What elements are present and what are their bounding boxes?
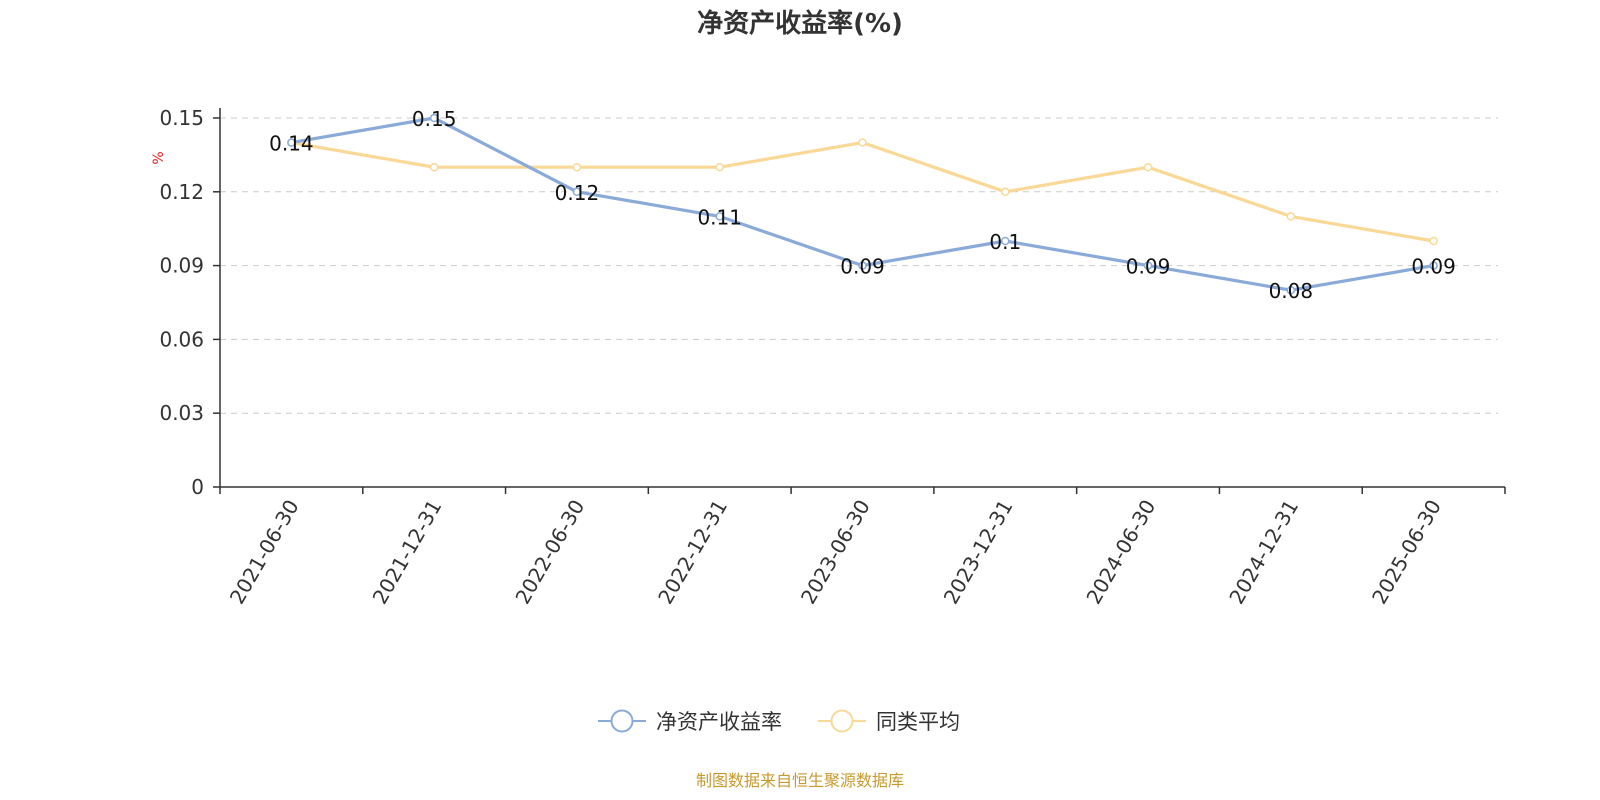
x-tick-label: 2021-06-30 bbox=[225, 496, 304, 609]
y-axis-unit: % bbox=[151, 151, 167, 164]
legend: 净资产收益率 同类平均 bbox=[598, 709, 960, 734]
data-label: 0.08 bbox=[1269, 279, 1314, 303]
data-point-0 bbox=[715, 212, 724, 221]
y-tick-label: 0.03 bbox=[159, 401, 204, 425]
y-tick-label: 0 bbox=[191, 475, 204, 499]
data-point-0 bbox=[287, 138, 296, 147]
data-label: 0.09 bbox=[1411, 255, 1456, 279]
x-axis-ticks: 2021-06-30 2021-12-31 2022-06-30 2022-12-31… bbox=[219, 487, 1506, 609]
data-point-0 bbox=[1001, 236, 1010, 246]
data-point-0 bbox=[1429, 261, 1438, 270]
x-tick-label: 2022-12-31 bbox=[653, 496, 732, 609]
data-label: 0.1 bbox=[989, 230, 1021, 254]
legend-label-0: 净资产收益率 bbox=[656, 710, 782, 734]
data-label: 0.09 bbox=[1126, 255, 1171, 279]
y-axis-ticks: 0 0.03 0.06 0.09 0.12 0.15 bbox=[159, 106, 220, 499]
data-point-1 bbox=[715, 162, 724, 172]
data-label: 0.15 bbox=[412, 107, 457, 131]
axes bbox=[219, 108, 1505, 488]
source-note: 制图数据来自恒生聚源数据库 bbox=[696, 771, 904, 790]
data-point-1 bbox=[572, 162, 582, 172]
y-tick-label: 0.09 bbox=[159, 254, 204, 278]
legend-marker-0 bbox=[610, 709, 634, 733]
x-tick-label: 2024-06-30 bbox=[1081, 496, 1160, 609]
data-point-1 bbox=[858, 138, 867, 147]
x-tick-label: 2023-12-31 bbox=[939, 496, 1018, 609]
chart-title: 净资产收益率(%) bbox=[697, 8, 903, 39]
data-label: 0.11 bbox=[697, 205, 742, 229]
x-tick-label: 2025-06-30 bbox=[1367, 496, 1446, 609]
data-label: 0.12 bbox=[555, 181, 600, 205]
data-point-1 bbox=[1286, 212, 1296, 221]
data-point-0 bbox=[572, 187, 582, 197]
data-point-1 bbox=[1143, 162, 1153, 172]
data-label: 0.14 bbox=[269, 132, 314, 156]
y-tick-label: 0.12 bbox=[159, 180, 204, 204]
data-point-1 bbox=[1429, 236, 1438, 246]
data-labels: 0.14 0.15 0.12 0.11 0.09 0.1 0.09 0.08 0.09 bbox=[269, 107, 1456, 303]
data-point-0 bbox=[429, 113, 439, 123]
x-tick-label: 2022-06-30 bbox=[510, 496, 589, 609]
x-tick-label: 2023-06-30 bbox=[796, 496, 875, 609]
data-point-0 bbox=[858, 261, 867, 270]
x-tick-label: 2021-12-31 bbox=[368, 495, 447, 608]
legend-marker-1 bbox=[830, 709, 854, 733]
x-tick-label: 2024-12-31 bbox=[1224, 496, 1303, 609]
series-group bbox=[287, 113, 1438, 295]
data-point-1 bbox=[429, 162, 439, 172]
data-point-0 bbox=[1286, 285, 1296, 295]
legend-label-1: 同类平均 bbox=[876, 710, 960, 734]
data-label: 0.09 bbox=[840, 255, 885, 279]
y-tick-label: 0.06 bbox=[159, 327, 204, 351]
y-tick-label: 0.15 bbox=[159, 106, 204, 130]
data-point-0 bbox=[1143, 261, 1153, 270]
data-point-1 bbox=[1001, 187, 1010, 197]
